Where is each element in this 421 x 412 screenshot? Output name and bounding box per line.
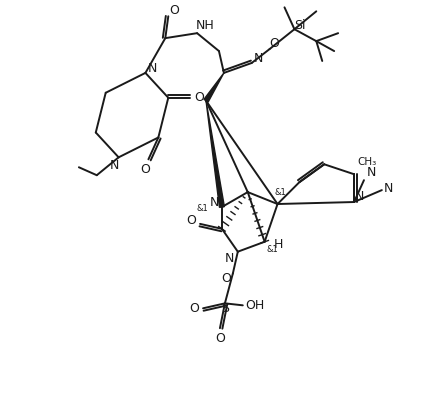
Text: N: N	[148, 63, 157, 75]
Text: O: O	[194, 91, 204, 104]
Text: O: O	[221, 272, 231, 285]
Text: &1: &1	[267, 245, 278, 254]
Text: N: N	[354, 190, 364, 203]
Text: NH: NH	[196, 19, 214, 32]
Text: S: S	[221, 302, 229, 315]
Text: Si: Si	[293, 19, 305, 32]
Text: OH: OH	[245, 299, 264, 312]
Text: N: N	[209, 196, 218, 208]
Text: N: N	[225, 252, 234, 265]
Text: N: N	[384, 182, 394, 194]
Text: &1: &1	[196, 204, 208, 213]
Text: N: N	[254, 52, 264, 66]
Text: O: O	[169, 4, 179, 17]
Text: &1: &1	[274, 187, 286, 197]
Polygon shape	[204, 73, 224, 102]
Text: N: N	[367, 166, 377, 179]
Text: CH₃: CH₃	[357, 157, 376, 167]
Text: H: H	[274, 238, 283, 251]
Text: O: O	[215, 332, 225, 344]
Text: O: O	[141, 163, 150, 176]
Text: O: O	[189, 302, 199, 315]
Text: N: N	[110, 159, 119, 172]
Text: O: O	[269, 37, 280, 49]
Text: O: O	[186, 214, 196, 227]
Polygon shape	[206, 101, 224, 207]
